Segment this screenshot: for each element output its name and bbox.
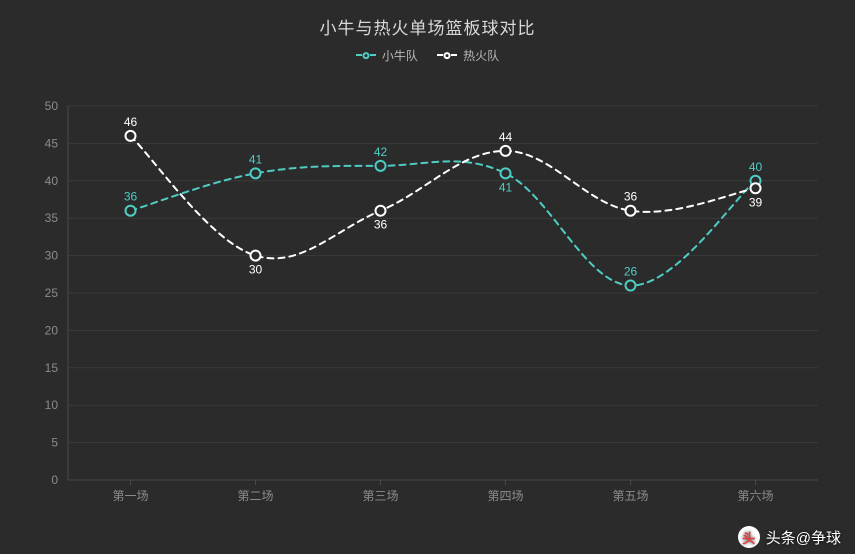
svg-text:第二场: 第二场 [237,489,273,503]
svg-text:41: 41 [499,180,513,194]
svg-text:39: 39 [749,195,763,209]
chart-title: 小牛与热火单场篮板球对比 [10,8,845,39]
svg-text:第一场: 第一场 [112,489,148,503]
svg-text:第三场: 第三场 [362,489,398,503]
svg-text:10: 10 [45,398,59,412]
svg-text:5: 5 [51,436,58,450]
svg-text:36: 36 [374,218,388,232]
svg-text:40: 40 [749,160,763,174]
svg-text:20: 20 [45,323,59,337]
toutiao-logo-icon: 头 [738,526,760,548]
svg-text:36: 36 [624,190,638,204]
svg-text:15: 15 [45,361,59,375]
svg-text:30: 30 [249,263,263,277]
svg-text:36: 36 [124,190,138,204]
watermark-label: 头条@争球 [766,527,841,548]
svg-text:25: 25 [45,286,59,300]
svg-text:41: 41 [249,152,263,166]
legend-swatch-icon [437,54,457,56]
svg-text:第四场: 第四场 [487,489,523,503]
svg-text:46: 46 [124,115,138,129]
svg-text:0: 0 [51,473,58,487]
legend-label: 热火队 [463,47,499,64]
svg-text:42: 42 [374,145,388,159]
chart-svg: 0 5 10 15 20 25 30 35 40 45 50 第一场 第二场 第三场 第四场 第五场 第六场 36… [24,96,832,516]
plot-area: 0 5 10 15 20 25 30 35 40 45 50 第一场 第二场 第三场 第四场 第五场 第六场 36… [24,96,832,516]
legend-item-heat[interactable]: 热火队 [437,47,499,64]
svg-text:第五场: 第五场 [612,489,648,503]
svg-text:第六场: 第六场 [737,489,773,503]
svg-text:40: 40 [45,174,59,188]
svg-text:44: 44 [499,130,513,144]
watermark: 头 头条@争球 [738,526,841,548]
svg-text:50: 50 [45,99,59,113]
legend-label: 小牛队 [382,47,418,64]
svg-text:35: 35 [45,211,59,225]
chart-container: 小牛与热火单场篮板球对比 小牛队 热火队 0 5 10 15 20 25 30 35 40 45 5… [10,8,845,544]
svg-text:26: 26 [624,265,638,279]
svg-text:45: 45 [45,136,59,150]
legend: 小牛队 热火队 [10,45,845,64]
svg-text:30: 30 [45,249,59,263]
legend-swatch-icon [356,54,376,56]
legend-item-mavericks[interactable]: 小牛队 [356,47,418,64]
